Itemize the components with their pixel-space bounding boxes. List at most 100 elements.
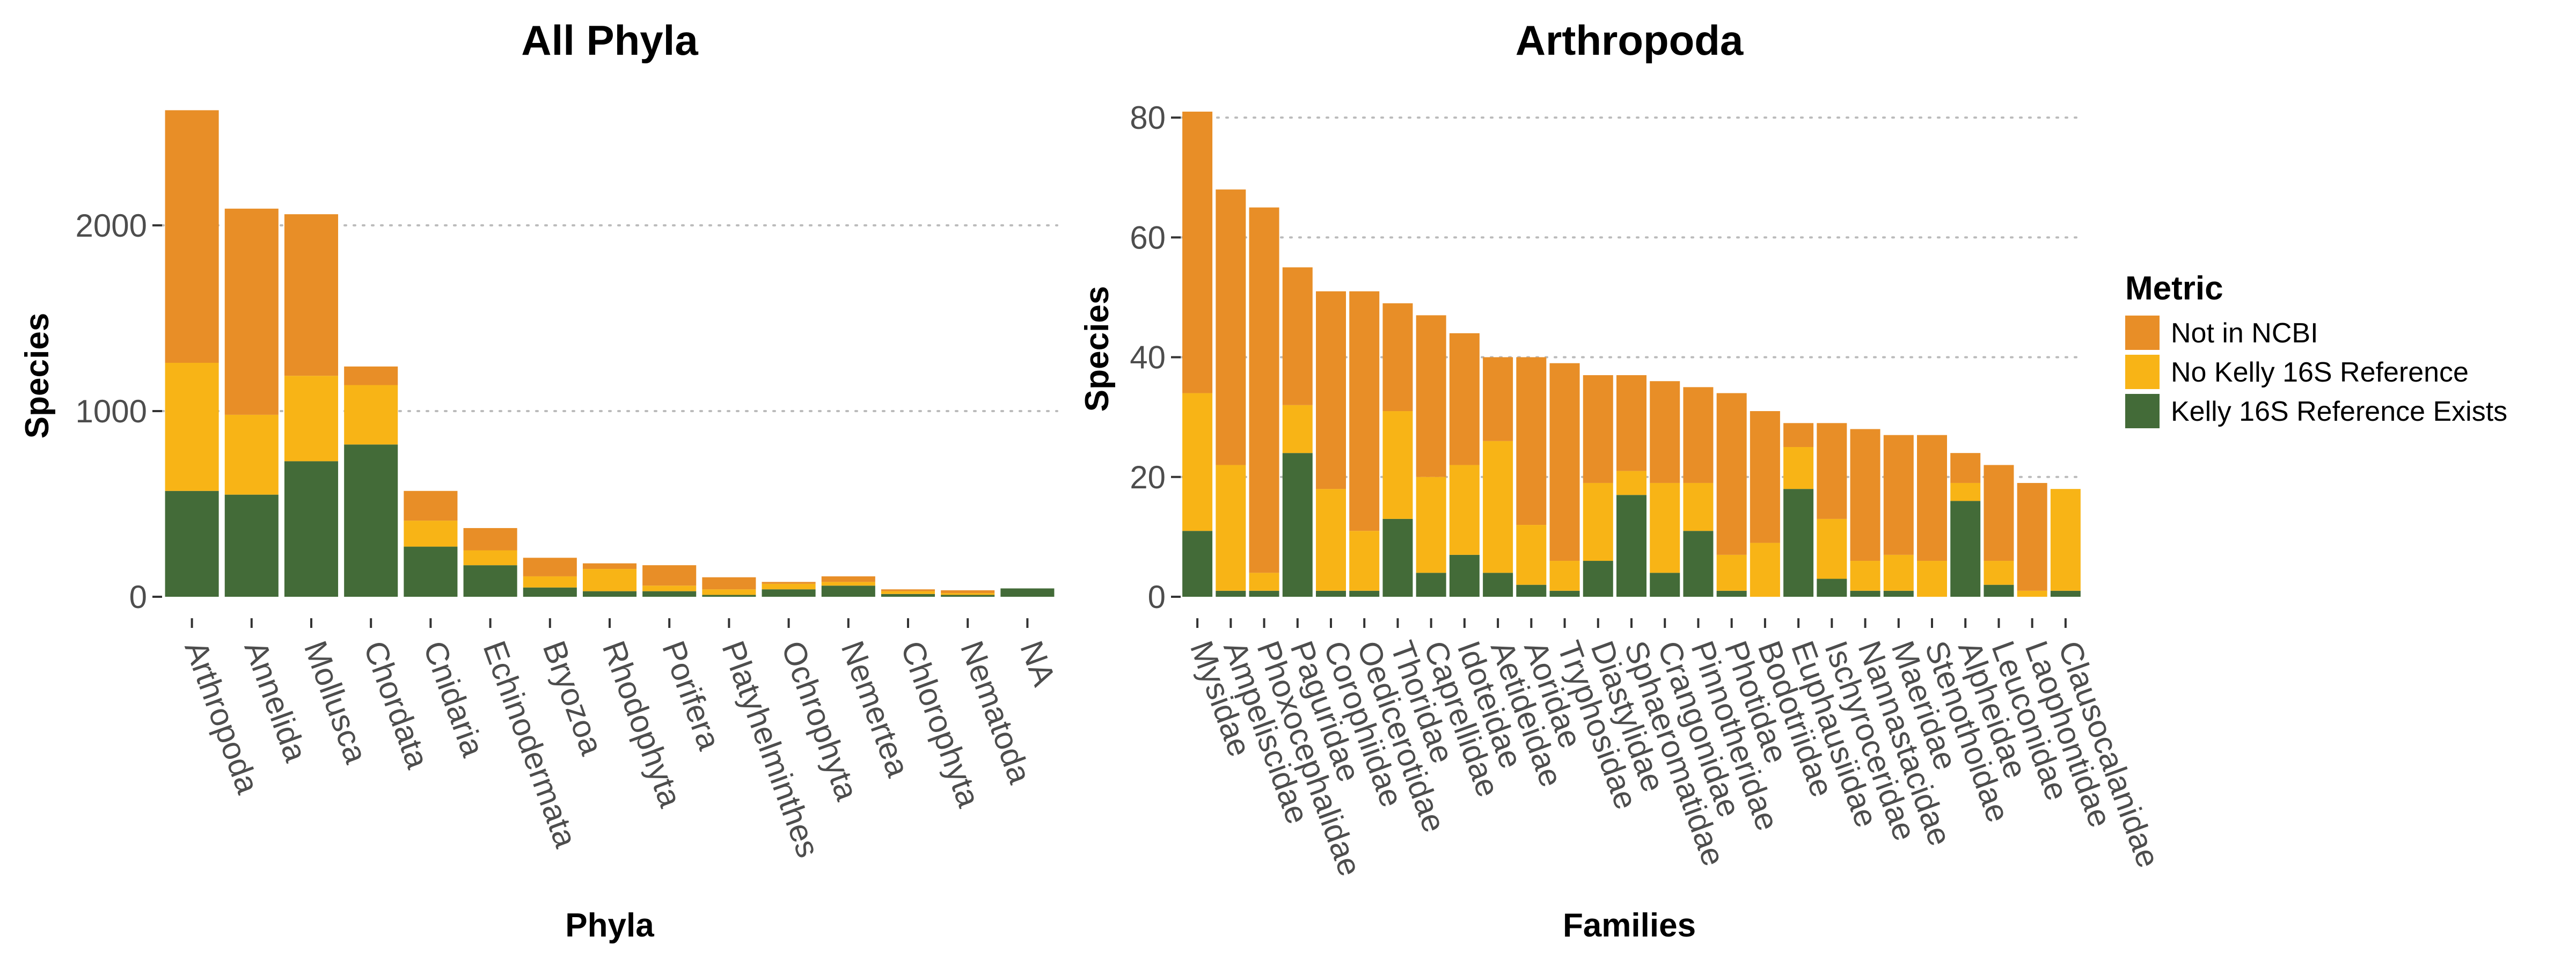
bar-segment <box>1549 363 1580 561</box>
bar-segment <box>1783 447 1814 489</box>
bar-segment <box>702 589 756 595</box>
bar-segment <box>1282 453 1313 597</box>
chart-title: Arthropoda <box>1516 17 1744 64</box>
bar-segment <box>1249 573 1279 591</box>
bar-segment <box>1683 482 1714 531</box>
bar-segment <box>1249 207 1279 573</box>
bar-segment <box>1182 531 1213 597</box>
bar-segment <box>1950 482 1981 501</box>
y-tick-label: 20 <box>1130 459 1166 495</box>
bar-segment <box>1216 465 1246 591</box>
bar-segment <box>1716 590 1747 597</box>
bar-segment <box>1650 482 1680 573</box>
bar-segment <box>642 565 697 586</box>
y-axis-title: Species <box>19 313 56 438</box>
x-axis-title: Families <box>1563 907 1696 944</box>
legend-swatch <box>2125 355 2160 389</box>
bar-segment <box>881 594 935 597</box>
bar-segment <box>1817 579 1847 597</box>
bar-segment <box>1583 482 1613 561</box>
bar-segment <box>821 582 875 586</box>
bar-segment <box>2050 489 2081 591</box>
bar-segment <box>344 366 398 385</box>
bar-segment <box>821 586 875 597</box>
bar-segment <box>523 587 577 597</box>
gridlines <box>161 224 1058 412</box>
bar-segment <box>344 444 398 597</box>
bar-segment <box>702 577 756 590</box>
bar-segment <box>1616 471 1646 495</box>
bar-segment <box>404 491 458 521</box>
y-tick-label: 0 <box>1148 579 1166 615</box>
bar-segment <box>1000 588 1055 597</box>
bar-segment <box>1883 590 1914 597</box>
y-tick-label: 1000 <box>76 393 147 429</box>
bar-segment <box>1316 590 1346 597</box>
y-tick-label: 80 <box>1130 100 1166 136</box>
x-axis: MysidaeAmpeliscidaePhoxocephalidaePaguri… <box>1183 618 2167 881</box>
bar-segment <box>2017 482 2047 591</box>
bar-segment <box>1216 590 1246 597</box>
bar-segment <box>1182 393 1213 531</box>
legend-items: Not in NCBI No Kelly 16S Reference Kelly 1… <box>2125 316 2507 428</box>
bar-segment <box>1650 381 1680 483</box>
bar-segment <box>1583 561 1613 597</box>
bar-segment <box>1583 375 1613 483</box>
bar-segment <box>224 208 279 415</box>
bar-segment <box>1483 357 1513 441</box>
bar-segment <box>1349 291 1380 531</box>
bar-segment <box>1382 303 1413 412</box>
bar-segment <box>1616 375 1646 471</box>
bar-segment <box>523 558 577 576</box>
bar-segment <box>1349 531 1380 591</box>
bar-segment <box>1950 453 1981 483</box>
x-tick-label: NA <box>1013 636 1062 691</box>
bar-segment <box>463 565 517 597</box>
bar-segment <box>463 528 517 551</box>
y-tick-label: 2000 <box>76 208 147 244</box>
bar-segment <box>1950 501 1981 597</box>
bar-segment <box>821 576 875 582</box>
bar-segment <box>1984 465 2014 561</box>
bar-segment <box>523 576 577 588</box>
bar-segment <box>284 376 339 462</box>
bar-segment <box>1616 495 1646 597</box>
bars <box>1182 112 2081 597</box>
bar-segment <box>1683 531 1714 597</box>
y-tick-label: 40 <box>1130 340 1166 376</box>
chart-all-phyla: All Phyla Species Phyla 0 1000 2000 Arthro… <box>19 17 1063 944</box>
y-tick-label: 0 <box>129 579 147 615</box>
bar-segment <box>1316 489 1346 591</box>
bar-segment <box>881 589 935 591</box>
bar-segment <box>1817 518 1847 579</box>
bar-segment <box>2017 590 2047 597</box>
bar-segment <box>1382 518 1413 597</box>
legend-label: No Kelly 16S Reference <box>2171 357 2469 388</box>
chart-arthropoda: Arthropoda Species Families 0 20 40 60 80 My… <box>1079 17 2167 944</box>
bar-segment <box>1483 573 1513 597</box>
bar-segment <box>762 589 816 597</box>
bar-segment <box>1449 333 1480 465</box>
bar-segment <box>165 491 219 597</box>
bar-segment <box>1750 411 1780 543</box>
bar-segment <box>224 414 279 495</box>
bar-segment <box>2050 590 2081 597</box>
bar-segment <box>1783 423 1814 447</box>
bar-segment <box>582 591 637 597</box>
legend-label: Not in NCBI <box>2171 318 2318 349</box>
bar-segment <box>1716 554 1747 591</box>
bar-segment <box>941 593 995 595</box>
bar-segment <box>1984 584 2014 597</box>
bar-segment <box>1483 441 1513 573</box>
bar-segment <box>1216 189 1246 465</box>
bar-segment <box>941 590 995 594</box>
bar-segment <box>1416 315 1446 477</box>
bar-segment <box>642 586 697 591</box>
bar-segment <box>404 521 458 547</box>
bar-segment <box>284 214 339 376</box>
bar-segment <box>1850 561 1880 591</box>
bar-segment <box>1349 590 1380 597</box>
bar-segment <box>1416 477 1446 573</box>
bars <box>165 110 1055 597</box>
